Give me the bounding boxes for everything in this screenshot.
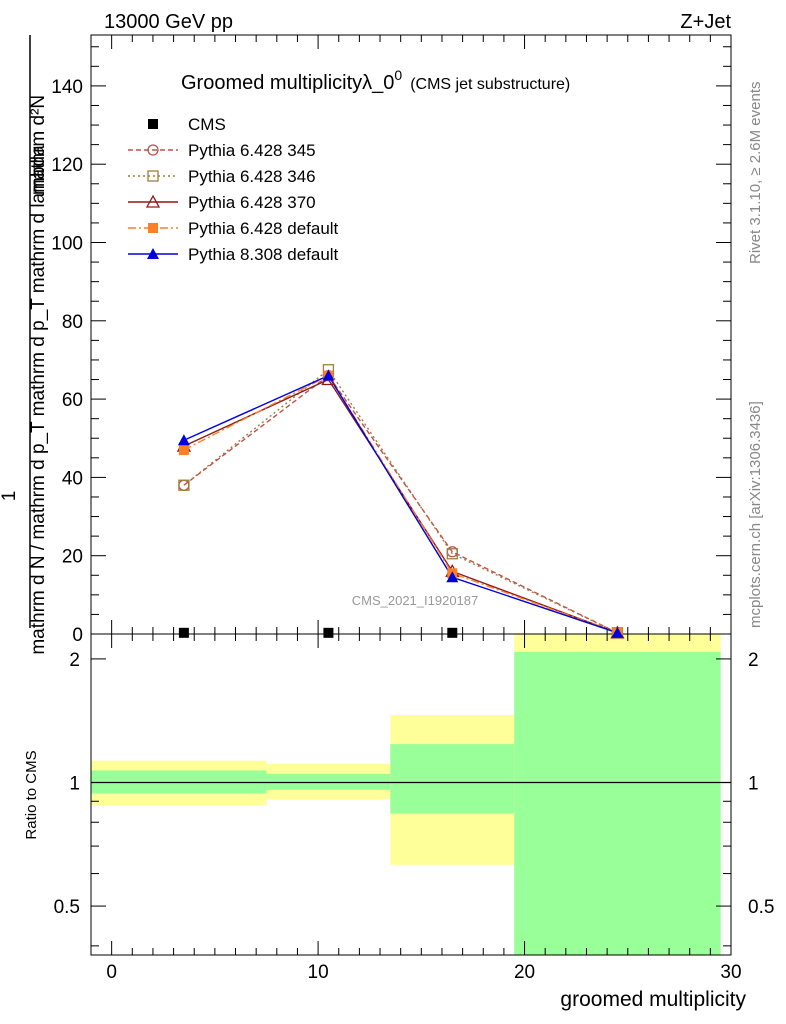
legend-marker-1 xyxy=(147,144,159,156)
ratio-y-tick-label-left: 1 xyxy=(69,773,80,794)
y-tick-label: 40 xyxy=(62,468,83,489)
rivet-label: Rivet 3.1.10, ≥ 2.6M events xyxy=(747,82,764,265)
series-markers xyxy=(176,364,625,639)
ratio-band-green-2 xyxy=(390,744,515,814)
ylabel-ratio: Ratio to CMS xyxy=(23,750,40,839)
y-tick-label: 60 xyxy=(62,390,83,411)
mcplots-label: mcplots.cern.ch [arXiv:1306.3436] xyxy=(747,401,764,628)
legend: CMS Pythia 6.428 345 Pythia 6.428 346 Pythi… xyxy=(128,115,339,264)
axis-ticks: 0 10 20 30 0 20 40 60 80 100 120 140 0.5 0.5 1 1 2 2 xyxy=(51,35,774,983)
ylabel-main-one: 1 xyxy=(0,491,20,502)
ratio-band-green-1 xyxy=(266,773,391,790)
x-tick-label: 10 xyxy=(308,962,329,983)
x-tick-label: 0 xyxy=(106,962,117,983)
analysis-watermark: CMS_2021_I1920187 xyxy=(352,593,479,608)
series-line-5 xyxy=(183,374,618,634)
series-line-1 xyxy=(183,374,618,634)
chart-title: Groomed multiplicityλ_00(CMS jet substru… xyxy=(181,67,570,94)
y-tick-label: 80 xyxy=(62,312,83,333)
ratio-y-tick-label-right: 1 xyxy=(748,773,759,794)
data-point-2-0 xyxy=(178,479,190,491)
y-tick-label: 140 xyxy=(51,77,83,98)
energy-label: 13000 GeV pp xyxy=(104,11,233,33)
y-tick-label: 120 xyxy=(51,155,83,176)
ratio-y-tick-label-left: 0.5 xyxy=(54,897,80,918)
legend-marker-3 xyxy=(145,194,161,208)
ratio-panel-frame xyxy=(90,633,732,956)
data-point-2-2 xyxy=(446,548,458,560)
legend-label-5: Pythia 8.308 default xyxy=(188,245,339,264)
ylabel-main-top: mathrm d²N xyxy=(28,95,49,195)
legend-marker-2 xyxy=(147,170,159,182)
y-tick-label: 0 xyxy=(72,625,83,646)
x-tick-label: 20 xyxy=(514,962,535,983)
ratio-bands xyxy=(91,634,731,955)
legend-marker-0 xyxy=(148,119,158,129)
ratio-y-tick-label-right: 2 xyxy=(748,650,759,671)
ylabel-main-bottom: mathrm d N / mathrm d p_T mathrm d p_T m… xyxy=(28,145,49,655)
series-line-4 xyxy=(183,374,618,634)
legend-label-0: CMS xyxy=(188,115,226,134)
process-label: Z+Jet xyxy=(680,11,731,33)
x-tick-label: 30 xyxy=(720,962,741,983)
legend-marker-4 xyxy=(148,223,158,233)
ratio-y-tick-label-right: 0.5 xyxy=(748,897,774,918)
data-point-5-3 xyxy=(611,626,624,638)
data-point-5-0 xyxy=(177,434,190,446)
ratio-band-green-3 xyxy=(514,651,721,955)
xlabel: groomed multiplicity xyxy=(560,988,746,1011)
legend-label-1: Pythia 6.428 345 xyxy=(188,141,316,160)
main-panel-frame xyxy=(90,34,732,635)
ratio-y-tick-label-left: 2 xyxy=(69,650,80,671)
data-point-0-0 xyxy=(178,627,189,638)
data-point-0-1 xyxy=(323,627,334,638)
legend-label-4: Pythia 6.428 default xyxy=(188,219,339,238)
data-point-5-1 xyxy=(322,369,335,381)
data-point-4-0 xyxy=(178,444,189,455)
y-tick-label: 20 xyxy=(62,547,83,568)
data-point-5-2 xyxy=(446,571,459,583)
data-point-0-2 xyxy=(447,627,458,638)
series-line-2 xyxy=(183,368,618,634)
y-tick-label: 100 xyxy=(51,233,83,254)
legend-label-2: Pythia 6.428 346 xyxy=(188,167,316,186)
legend-marker-5 xyxy=(147,248,159,259)
legend-label-3: Pythia 6.428 370 xyxy=(188,193,316,212)
series-lines xyxy=(183,368,618,634)
